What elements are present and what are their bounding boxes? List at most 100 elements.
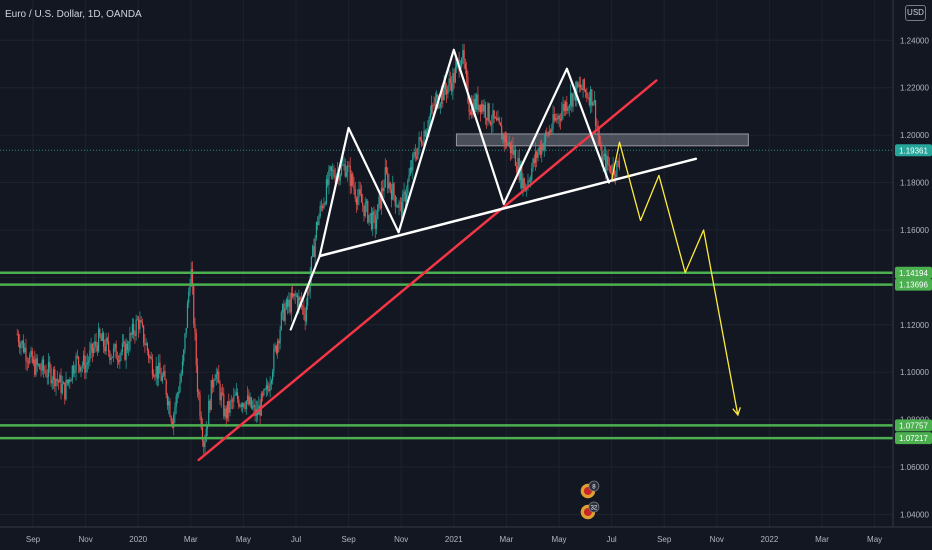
candle-body: [84, 355, 86, 373]
candle: [154, 373, 156, 381]
candle-body: [34, 359, 36, 375]
candle: [553, 106, 555, 124]
event-badges[interactable]: 8 32: [579, 480, 600, 521]
candle-body: [395, 205, 398, 207]
candle: [264, 387, 266, 391]
candle: [76, 349, 78, 360]
candle-body: [363, 205, 365, 217]
candle-body: [61, 384, 63, 393]
support-price-label[interactable]: 1.14194: [895, 266, 932, 279]
candle-body: [587, 97, 589, 99]
candle-body: [189, 286, 191, 292]
currency-badge[interactable]: USD: [905, 5, 926, 21]
candle: [462, 43, 464, 65]
candle-body: [447, 86, 449, 95]
candle-body: [330, 166, 333, 171]
candle: [136, 315, 139, 321]
candle-body: [544, 132, 547, 143]
candle-body: [183, 349, 185, 362]
candle: [466, 61, 468, 87]
candle: [56, 370, 58, 387]
candle: [125, 337, 127, 369]
candle-body: [298, 297, 300, 307]
candle-body: [451, 83, 453, 92]
candle-body: [208, 400, 210, 426]
candle-body: [31, 350, 33, 363]
candle: [374, 209, 376, 239]
candle-body: [234, 395, 236, 396]
candle-body: [318, 216, 320, 226]
event-badge-count-bg: [588, 480, 600, 492]
candle-body: [54, 369, 56, 387]
candle: [433, 96, 435, 110]
candle-body: [113, 347, 115, 357]
candle: [215, 367, 217, 386]
candle-body: [146, 343, 149, 351]
candle: [230, 395, 232, 410]
candle-body: [81, 364, 83, 368]
candle-body: [186, 302, 189, 328]
candle-body: [549, 130, 552, 132]
candle: [161, 372, 164, 384]
candle-body: [216, 371, 219, 375]
candle-body: [214, 378, 216, 381]
support-price-label[interactable]: 1.07757: [895, 419, 932, 432]
candle: [307, 289, 309, 311]
candle-body: [50, 367, 52, 384]
candle: [518, 148, 520, 184]
candle: [384, 158, 386, 189]
ascending-trendline: [197, 79, 658, 462]
candle: [19, 333, 21, 354]
candle: [435, 90, 438, 103]
support-price-label[interactable]: 1.13696: [895, 278, 932, 291]
candle: [129, 326, 131, 353]
candle: [369, 213, 371, 224]
current-price-label-bg: [895, 144, 932, 157]
candle-body: [150, 356, 152, 359]
candle-body: [111, 356, 113, 358]
candle: [31, 347, 33, 365]
grid: [0, 0, 893, 527]
candle: [26, 356, 28, 371]
candle-body: [398, 202, 400, 208]
candle-body: [79, 364, 81, 372]
candle: [146, 341, 149, 356]
event-badge[interactable]: 8: [579, 480, 600, 500]
candle: [615, 170, 617, 185]
event-badge[interactable]: 32: [579, 501, 600, 521]
candle-body: [491, 123, 493, 125]
candle-body: [254, 405, 256, 416]
candle: [165, 378, 167, 399]
candle: [64, 382, 66, 405]
candle-body: [35, 358, 37, 375]
candle-body: [498, 118, 500, 123]
current-price-label[interactable]: 1.19361: [895, 144, 932, 157]
candle-body: [606, 156, 608, 172]
candle-body: [617, 160, 619, 162]
candle: [598, 127, 600, 147]
candle-body: [345, 172, 348, 177]
candle-body: [251, 406, 254, 409]
candle-body: [304, 315, 306, 322]
candle: [51, 376, 53, 390]
support-price-label[interactable]: 1.07217: [895, 432, 932, 445]
candle-body: [106, 338, 108, 342]
candle-body: [85, 364, 87, 373]
candle: [124, 339, 126, 361]
candle-body: [176, 394, 179, 397]
candle-body: [26, 360, 28, 362]
candle-body: [429, 113, 431, 118]
candle: [229, 399, 231, 417]
candle-body: [90, 343, 92, 351]
candle-body: [528, 180, 530, 182]
candle: [616, 160, 618, 180]
candle-body: [123, 341, 125, 344]
candle: [134, 330, 136, 344]
candle: [519, 160, 522, 189]
candle: [537, 148, 539, 162]
candle: [482, 99, 484, 115]
candle: [593, 91, 595, 106]
